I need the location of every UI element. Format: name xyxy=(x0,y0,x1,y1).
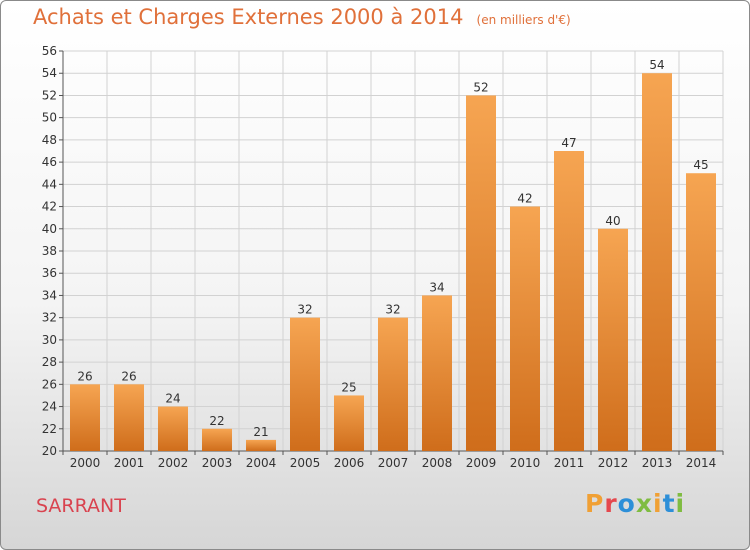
y-tick-label: 40 xyxy=(42,222,57,236)
x-tick-label: 2008 xyxy=(422,456,453,470)
chart-title: Achats et Charges Externes 2000 à 2014 xyxy=(33,5,464,29)
x-tick-label: 2003 xyxy=(202,456,233,470)
x-tick-label: 2000 xyxy=(70,456,101,470)
bar xyxy=(202,428,232,451)
x-tick-label: 2010 xyxy=(510,456,541,470)
labels: 20 22 24 26 28 30 32 34 36 38 40 42 44 46 48 50 52 54 56 26… xyxy=(42,44,717,470)
y-tick-label: 30 xyxy=(42,333,57,347)
y-tick-label: 36 xyxy=(42,266,57,280)
x-tick-label: 2014 xyxy=(686,456,717,470)
x-tick-label: 2011 xyxy=(554,456,585,470)
y-tick-label: 20 xyxy=(42,444,57,458)
bar xyxy=(114,384,144,451)
bar-value-label: 34 xyxy=(429,280,444,294)
y-tick-label: 44 xyxy=(42,177,57,191)
bar-value-label: 32 xyxy=(385,303,400,317)
x-tick-label: 2006 xyxy=(334,456,365,470)
title-row: Achats et Charges Externes 2000 à 2014 (… xyxy=(33,5,571,29)
bar-value-label: 32 xyxy=(297,303,312,317)
commune-name: SARRANT xyxy=(36,495,126,517)
bar xyxy=(598,228,628,451)
proxiti-logo: Proxiti xyxy=(585,489,685,518)
brand-letter: P xyxy=(585,489,605,518)
bar-value-label: 47 xyxy=(561,136,576,150)
x-tick-label: 2002 xyxy=(158,456,189,470)
y-tick-label: 46 xyxy=(42,155,57,169)
x-tick-label: 2005 xyxy=(290,456,321,470)
y-tick-label: 28 xyxy=(42,355,57,369)
bar xyxy=(554,151,584,451)
y-tick-label: 56 xyxy=(42,44,57,58)
bar-value-label: 24 xyxy=(165,392,180,406)
bar xyxy=(642,73,672,451)
bar xyxy=(422,295,452,451)
brand-letter: r xyxy=(604,489,618,518)
x-tick-label: 2009 xyxy=(466,456,497,470)
bar xyxy=(686,173,716,451)
brand-letter: t xyxy=(662,489,676,518)
bar xyxy=(466,95,496,451)
y-tick-label: 52 xyxy=(42,88,57,102)
x-tick-label: 2004 xyxy=(246,456,277,470)
brand-letter: i xyxy=(653,489,663,518)
bar xyxy=(246,439,276,451)
bar xyxy=(510,206,540,451)
y-tick-label: 22 xyxy=(42,422,57,436)
y-tick-label: 48 xyxy=(42,133,57,147)
x-tick-label: 2012 xyxy=(598,456,629,470)
x-tick-label: 2001 xyxy=(114,456,145,470)
bar xyxy=(158,406,188,451)
bar-value-label: 52 xyxy=(473,80,488,94)
bar-value-label: 45 xyxy=(693,158,708,172)
y-tick-label: 42 xyxy=(42,200,57,214)
bar xyxy=(334,395,364,451)
bar-value-label: 42 xyxy=(517,192,532,206)
brand-letter: o xyxy=(617,489,636,518)
y-tick-label: 32 xyxy=(42,311,57,325)
bar-value-label: 54 xyxy=(649,58,664,72)
brand-letter: x xyxy=(635,489,653,518)
bar xyxy=(70,384,100,451)
bar xyxy=(290,317,320,451)
y-tick-label: 24 xyxy=(42,400,57,414)
bars xyxy=(70,73,716,451)
brand-letter: i xyxy=(675,489,686,518)
bar-value-label: 40 xyxy=(605,214,620,228)
bar-value-label: 21 xyxy=(253,425,268,439)
chart-unit: (en milliers d'€) xyxy=(476,13,571,27)
bar-value-label: 26 xyxy=(121,369,136,383)
y-tick-label: 34 xyxy=(42,288,57,302)
x-tick-label: 2007 xyxy=(378,456,409,470)
y-tick-label: 38 xyxy=(42,244,57,258)
y-tick-label: 26 xyxy=(42,377,57,391)
bar xyxy=(378,317,408,451)
y-tick-label: 54 xyxy=(42,66,57,80)
y-tick-label: 50 xyxy=(42,111,57,125)
x-tick-label: 2013 xyxy=(642,456,673,470)
bar-value-label: 22 xyxy=(209,414,224,428)
bar-value-label: 25 xyxy=(341,380,356,394)
bar-value-label: 26 xyxy=(77,369,92,383)
